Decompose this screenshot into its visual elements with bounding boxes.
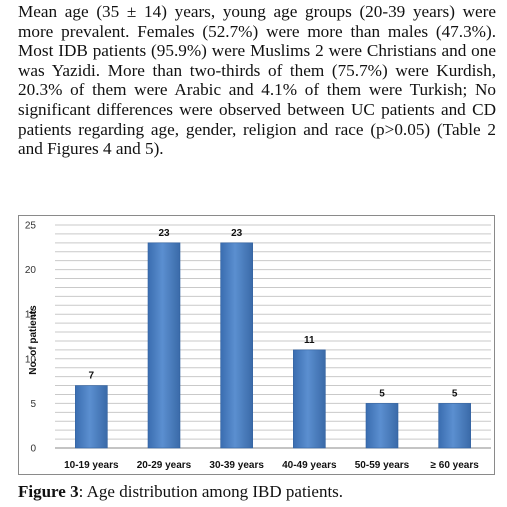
figure-caption-text: : Age distribution among IBD patients. <box>78 482 344 501</box>
figure-label: Figure 3 <box>18 482 79 501</box>
labels: 0 5 10 15 20 25 No. of patients 7 10-19 years 23 2… <box>25 221 479 472</box>
data-label: 11 <box>304 335 315 346</box>
y-tick-label: 20 <box>25 265 37 276</box>
body-paragraph: Mean age (35 ± 14) years, young age grou… <box>18 2 496 159</box>
bar <box>365 403 399 449</box>
bar-chart-svg: 0 5 10 15 20 25 No. of patients 7 10-19 years 23 2… <box>25 221 491 472</box>
bar <box>293 349 326 449</box>
age-distribution-chart: 0 5 10 15 20 25 No. of patients 7 10-19 years 23 2… <box>18 215 495 475</box>
data-label: 5 <box>379 388 385 399</box>
y-axis-title: No. of patients <box>28 305 39 375</box>
x-category-label: 30-39 years <box>209 460 264 471</box>
bar <box>75 385 108 449</box>
bar <box>147 242 181 449</box>
y-tick-label: 25 <box>25 221 37 232</box>
x-category-label: ≥ 60 years <box>431 460 480 471</box>
y-tick-label: 15 <box>25 310 37 321</box>
y-tick-label: 5 <box>30 399 36 410</box>
y-tick-label: 10 <box>25 354 37 365</box>
bars <box>75 242 471 449</box>
data-label: 23 <box>158 228 170 239</box>
figure-caption: Figure 3: Age distribution among IBD pat… <box>18 482 498 502</box>
data-label: 7 <box>89 371 95 382</box>
data-label: 23 <box>231 228 243 239</box>
bar <box>438 403 471 449</box>
x-category-label: 50-59 years <box>355 460 410 471</box>
x-category-label: 40-49 years <box>282 460 337 471</box>
gridlines <box>55 224 491 449</box>
bar <box>220 242 253 449</box>
y-tick-label: 0 <box>30 444 36 455</box>
x-category-label: 10-19 years <box>64 460 119 471</box>
data-label: 5 <box>452 388 458 399</box>
x-category-label: 20-29 years <box>137 460 192 471</box>
